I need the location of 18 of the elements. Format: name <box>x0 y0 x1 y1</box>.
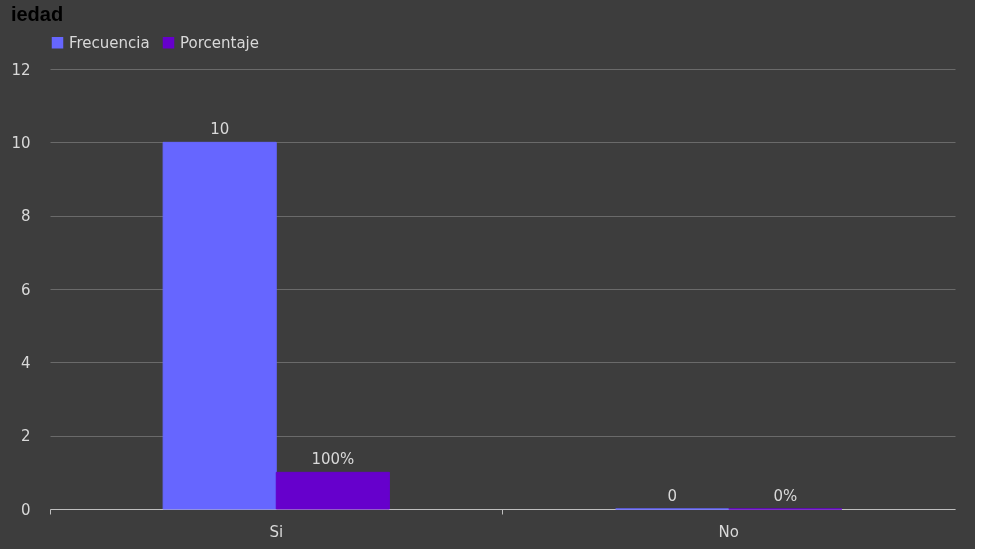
x-tick-label: No <box>718 522 739 541</box>
y-tick-label: 12 <box>11 60 31 79</box>
data-label: 10 <box>210 120 230 139</box>
legend-label: Frecuencia <box>69 33 150 52</box>
data-label: 0 <box>667 487 677 505</box>
bar <box>275 471 390 510</box>
legend-label: Porcentaje <box>180 33 259 52</box>
data-label: 100% <box>311 450 355 469</box>
y-tick-label: 8 <box>20 207 31 226</box>
y-tick-label: 6 <box>20 280 31 299</box>
data-label: 0% <box>773 487 798 505</box>
bar <box>162 141 277 510</box>
y-tick-label: 0 <box>20 500 31 519</box>
chart-title: iedad <box>10 3 64 25</box>
y-tick-label: 2 <box>20 427 31 446</box>
y-tick-label: 10 <box>11 133 31 152</box>
x-tick-label: Si <box>269 522 284 541</box>
y-tick-label: 4 <box>20 353 31 372</box>
